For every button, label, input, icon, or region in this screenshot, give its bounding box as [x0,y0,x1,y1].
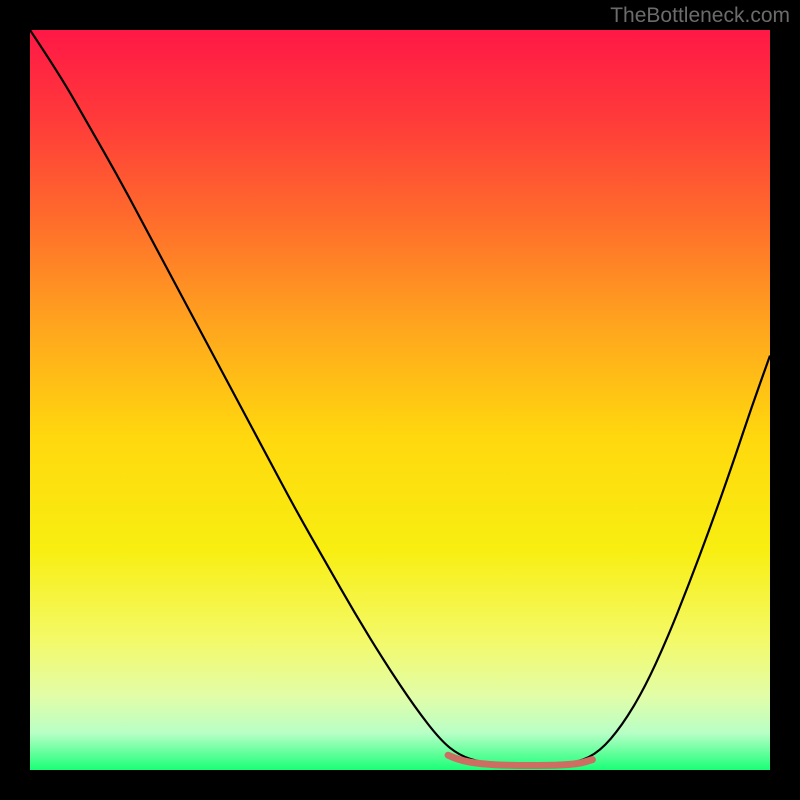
optimal-zone-band [448,755,592,765]
curve-overlay [30,30,770,770]
bottleneck-curve [30,30,770,765]
watermark-text: TheBottleneck.com [610,4,790,28]
bottleneck-chart [30,30,770,770]
